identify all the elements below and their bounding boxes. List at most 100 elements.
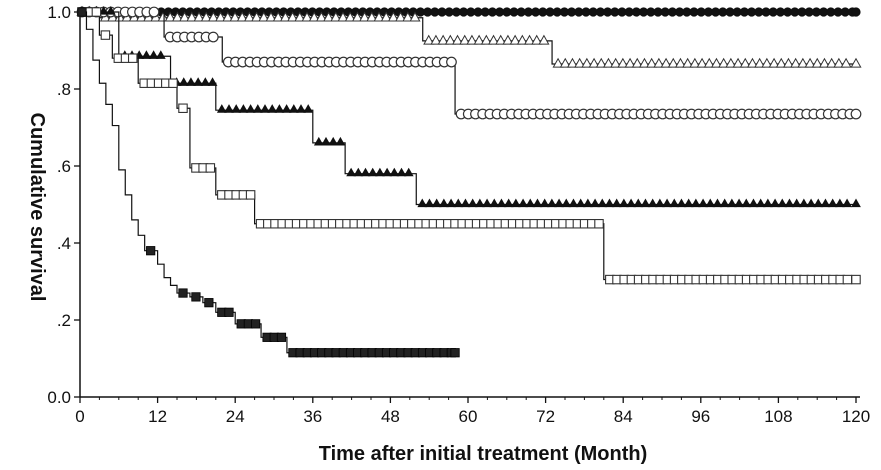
data-point bbox=[690, 198, 701, 208]
data-point bbox=[762, 198, 773, 208]
data-point bbox=[539, 198, 550, 208]
data-point bbox=[437, 34, 449, 45]
data-point bbox=[782, 57, 795, 68]
data-point bbox=[321, 136, 331, 146]
data-point bbox=[250, 319, 261, 329]
y-tick-label: .8 bbox=[57, 80, 71, 99]
data-point bbox=[826, 57, 838, 68]
data-point bbox=[705, 198, 716, 208]
data-point bbox=[330, 11, 342, 22]
data-point bbox=[646, 57, 658, 68]
data-point bbox=[582, 198, 593, 208]
data-point bbox=[260, 104, 270, 113]
data-point bbox=[296, 104, 306, 113]
data-point bbox=[552, 57, 564, 68]
x-tick-label: 72 bbox=[536, 407, 555, 426]
data-point bbox=[459, 34, 471, 45]
data-point bbox=[851, 7, 861, 17]
data-point bbox=[531, 34, 543, 45]
data-point bbox=[224, 307, 234, 317]
data-point bbox=[496, 198, 507, 208]
data-point bbox=[396, 167, 407, 177]
series-filled-circle bbox=[77, 7, 861, 17]
data-point bbox=[566, 57, 579, 68]
data-point bbox=[682, 57, 694, 68]
data-point bbox=[403, 167, 414, 177]
data-point bbox=[626, 198, 636, 208]
data-point bbox=[850, 57, 862, 68]
data-point bbox=[804, 57, 816, 68]
data-point bbox=[525, 198, 536, 208]
data-point bbox=[288, 104, 299, 113]
data-point bbox=[141, 50, 152, 59]
data-point bbox=[719, 198, 730, 208]
data-point bbox=[482, 198, 492, 208]
data-point bbox=[171, 11, 183, 22]
data-point bbox=[446, 56, 457, 68]
data-point bbox=[387, 11, 399, 22]
data-point bbox=[595, 57, 607, 68]
data-point bbox=[818, 57, 831, 68]
data-point bbox=[597, 198, 608, 208]
data-point bbox=[813, 198, 824, 208]
data-point bbox=[811, 57, 823, 68]
data-point bbox=[77, 7, 87, 17]
x-tick-label: 0 bbox=[75, 407, 84, 426]
data-point bbox=[784, 198, 795, 208]
data-point bbox=[618, 198, 629, 208]
data-point bbox=[216, 104, 227, 113]
data-point bbox=[662, 198, 672, 208]
x-tick-label: 120 bbox=[842, 407, 870, 426]
x-tick-label: 36 bbox=[303, 407, 322, 426]
data-point bbox=[777, 198, 788, 208]
x-tick-label: 84 bbox=[614, 407, 633, 426]
y-tick-label: .4 bbox=[57, 234, 71, 253]
x-axis-title: Time after initial treatment (Month) bbox=[319, 443, 648, 465]
data-point bbox=[446, 198, 456, 208]
data-point bbox=[739, 57, 751, 68]
data-point bbox=[186, 77, 196, 86]
data-point bbox=[502, 34, 514, 45]
data-point bbox=[495, 34, 507, 45]
data-point bbox=[474, 198, 485, 208]
data-point bbox=[375, 167, 385, 177]
x-tick-label: 24 bbox=[226, 407, 245, 426]
data-point bbox=[344, 11, 356, 22]
data-point bbox=[148, 6, 160, 18]
data-point bbox=[741, 198, 752, 208]
data-point bbox=[594, 219, 604, 229]
data-point bbox=[186, 11, 198, 22]
data-point bbox=[303, 104, 314, 113]
data-point bbox=[146, 246, 156, 256]
data-point bbox=[265, 11, 277, 22]
data-point bbox=[698, 198, 708, 208]
data-point bbox=[610, 57, 622, 68]
data-point bbox=[840, 57, 852, 68]
data-point bbox=[157, 11, 169, 22]
data-point bbox=[179, 11, 191, 22]
data-point bbox=[215, 11, 227, 22]
data-point bbox=[453, 198, 464, 208]
data-point bbox=[834, 198, 845, 208]
data-point bbox=[516, 34, 528, 45]
y-axis-title: Cumulative survival bbox=[26, 113, 48, 302]
data-point bbox=[245, 104, 256, 113]
series-open-square bbox=[77, 7, 861, 285]
y-tick-label: 0.0 bbox=[47, 388, 71, 407]
x-tick-label: 60 bbox=[459, 407, 478, 426]
data-point bbox=[251, 11, 263, 22]
data-point bbox=[480, 34, 492, 45]
data-point bbox=[575, 198, 586, 208]
data-point bbox=[207, 77, 218, 86]
data-point bbox=[602, 57, 615, 68]
series-filled-square bbox=[77, 7, 460, 358]
data-point bbox=[538, 34, 550, 45]
data-point bbox=[842, 274, 853, 285]
data-point bbox=[178, 103, 188, 114]
data-point bbox=[127, 53, 138, 63]
data-point bbox=[761, 57, 773, 68]
data-point bbox=[229, 11, 241, 22]
x-tick-label: 108 bbox=[764, 407, 792, 426]
data-point bbox=[204, 298, 214, 308]
data-point bbox=[424, 198, 435, 208]
